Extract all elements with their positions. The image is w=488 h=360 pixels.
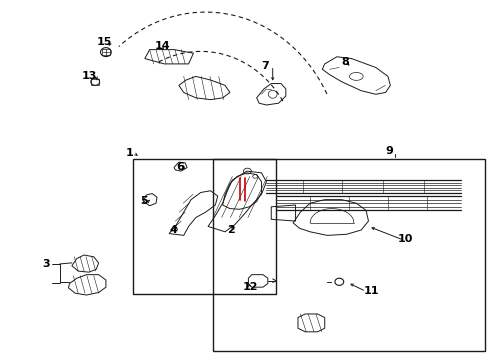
Text: 6: 6 bbox=[176, 162, 184, 172]
Text: 5: 5 bbox=[140, 197, 147, 206]
Text: 14: 14 bbox=[154, 41, 170, 51]
Text: 4: 4 bbox=[169, 225, 177, 235]
Bar bbox=[102, 49, 110, 55]
Text: 1: 1 bbox=[125, 148, 133, 158]
Bar bbox=[91, 78, 99, 85]
Text: 10: 10 bbox=[397, 234, 412, 244]
Bar bbox=[132, 158, 276, 294]
Text: 11: 11 bbox=[363, 286, 378, 296]
Bar bbox=[212, 158, 484, 351]
Text: 13: 13 bbox=[81, 71, 97, 81]
Text: 8: 8 bbox=[341, 57, 349, 67]
Text: 12: 12 bbox=[243, 282, 258, 292]
Text: 15: 15 bbox=[96, 37, 111, 48]
Text: 2: 2 bbox=[227, 225, 235, 235]
Text: 7: 7 bbox=[261, 61, 269, 71]
Text: 9: 9 bbox=[385, 147, 392, 157]
Text: 3: 3 bbox=[42, 259, 50, 269]
